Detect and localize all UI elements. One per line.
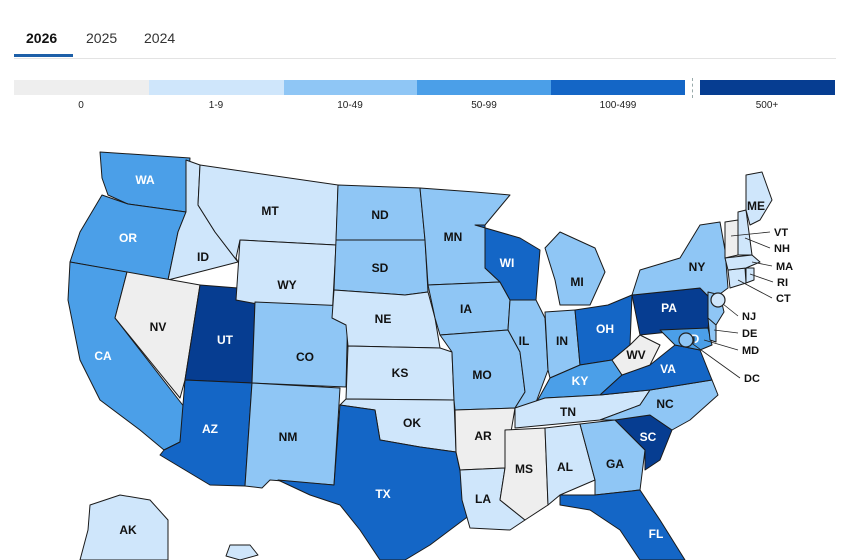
us-map: WA OR CA ID NV UT AZ MT WY CO NM ND SD NE KS OK TX MN IA MO…: [67, 151, 793, 560]
legend-label-10-49: 10-49: [337, 100, 363, 111]
state-wv[interactable]: [611, 334, 661, 376]
legend-label-100-499: 100-499: [599, 100, 637, 111]
state-label-fl: FL: [649, 527, 664, 541]
state-label-nv: NV: [150, 320, 167, 334]
state-label-ut: UT: [217, 333, 234, 347]
tab-2026[interactable]: 2026: [26, 30, 58, 46]
state-label-wv: WV: [626, 348, 645, 362]
state-label-tx: TX: [375, 487, 390, 501]
legend-bin-10-49: [284, 80, 417, 95]
state-label-mn: MN: [444, 230, 463, 244]
legend-bin-0: [14, 80, 149, 95]
state-me[interactable]: [745, 171, 773, 226]
callout-line-ct: [737, 279, 773, 299]
state-label-sd: SD: [372, 261, 389, 275]
state-label-nm: NM: [279, 430, 298, 444]
callout-line-vt: [730, 231, 771, 237]
state-label-az: AZ: [202, 422, 218, 436]
state-label-tn: TN: [560, 405, 576, 419]
state-label-nc: NC: [656, 397, 674, 411]
callout-line-nh: [744, 237, 771, 249]
state-label-id: ID: [197, 250, 209, 264]
state-label-ia: IA: [460, 302, 472, 316]
year-tabs: 2026 2025 2024: [14, 0, 836, 59]
state-hi[interactable]: [225, 544, 259, 560]
state-label-ga: GA: [606, 457, 624, 471]
legend-label-1-9: 1-9: [208, 100, 224, 111]
legend-label-500-plus: 500+: [755, 100, 779, 111]
callout-label-de: DE: [742, 328, 757, 340]
active-tab-indicator: [14, 54, 73, 57]
state-label-ar: AR: [474, 429, 492, 443]
state-label-sc: SC: [640, 430, 657, 444]
state-ny[interactable]: [631, 221, 729, 301]
callout-label-nj: NJ: [742, 311, 756, 323]
state-label-pa: PA: [661, 301, 677, 315]
state-label-mi: MI: [570, 275, 583, 289]
callout-label-dc: DC: [744, 373, 760, 385]
callout-label-vt: VT: [774, 227, 788, 239]
state-ak[interactable]: [79, 494, 169, 560]
legend-bin-50-99: [417, 80, 551, 95]
state-label-la: LA: [475, 492, 491, 506]
state-fl[interactable]: [559, 489, 686, 560]
legend-bin-500-plus: [700, 80, 835, 95]
callout-line-de: [713, 329, 739, 334]
callout-line-md: [703, 339, 739, 351]
callout-label-ma: MA: [776, 261, 793, 273]
state-label-or: OR: [119, 231, 137, 245]
state-label-ky: KY: [572, 374, 589, 388]
state-label-wi: WI: [500, 256, 515, 270]
state-label-ks: KS: [392, 366, 409, 380]
state-al[interactable]: [544, 423, 596, 506]
state-vt[interactable]: [724, 219, 739, 259]
state-label-nd: ND: [371, 208, 389, 222]
state-ct[interactable]: [727, 267, 747, 289]
legend-separator: [692, 78, 693, 98]
state-nv[interactable]: [114, 271, 201, 399]
marker-dc[interactable]: [678, 332, 694, 348]
state-label-al: AL: [557, 460, 573, 474]
callout-label-nh: NH: [774, 243, 790, 255]
state-tx[interactable]: [277, 404, 471, 560]
callout-line-dc: [689, 341, 741, 379]
tab-2024[interactable]: 2024: [144, 30, 176, 46]
callout-label-ct: CT: [776, 293, 791, 305]
state-label-me: ME: [747, 199, 765, 213]
state-mi[interactable]: [544, 231, 606, 306]
state-label-mt: MT: [261, 204, 279, 218]
tab-2025[interactable]: 2025: [86, 30, 118, 46]
state-label-ms: MS: [515, 462, 533, 476]
marker-nj[interactable]: [710, 292, 726, 308]
state-label-wy: WY: [277, 278, 296, 292]
state-label-ny: NY: [689, 260, 706, 274]
callout-label-md: MD: [742, 345, 759, 357]
state-label-ca: CA: [94, 349, 112, 363]
callout-label-ri: RI: [777, 277, 788, 289]
state-label-oh: OH: [596, 322, 614, 336]
state-label-ne: NE: [375, 312, 392, 326]
state-nm[interactable]: [244, 382, 341, 489]
legend-label-0: 0: [78, 100, 84, 111]
state-callouts: VT NH MA RI CT NJ DE MD DC: [678, 227, 793, 385]
state-label-va: VA: [660, 362, 676, 376]
state-label-ak: AK: [119, 523, 137, 537]
callout-line-ri: [749, 273, 774, 283]
callout-line-ma: [751, 261, 773, 267]
state-label-wa: WA: [135, 173, 155, 187]
state-label-il: IL: [519, 334, 530, 348]
state-label-ok: OK: [403, 416, 421, 430]
state-nh[interactable]: [737, 209, 753, 256]
state-label-co: CO: [296, 350, 314, 364]
state-label-mo: MO: [472, 368, 491, 382]
legend-bin-100-499: [551, 80, 685, 95]
legend-label-50-99: 50-99: [471, 100, 497, 111]
state-label-in: IN: [556, 334, 568, 348]
state-ri[interactable]: [745, 267, 755, 284]
legend-bin-1-9: [149, 80, 284, 95]
